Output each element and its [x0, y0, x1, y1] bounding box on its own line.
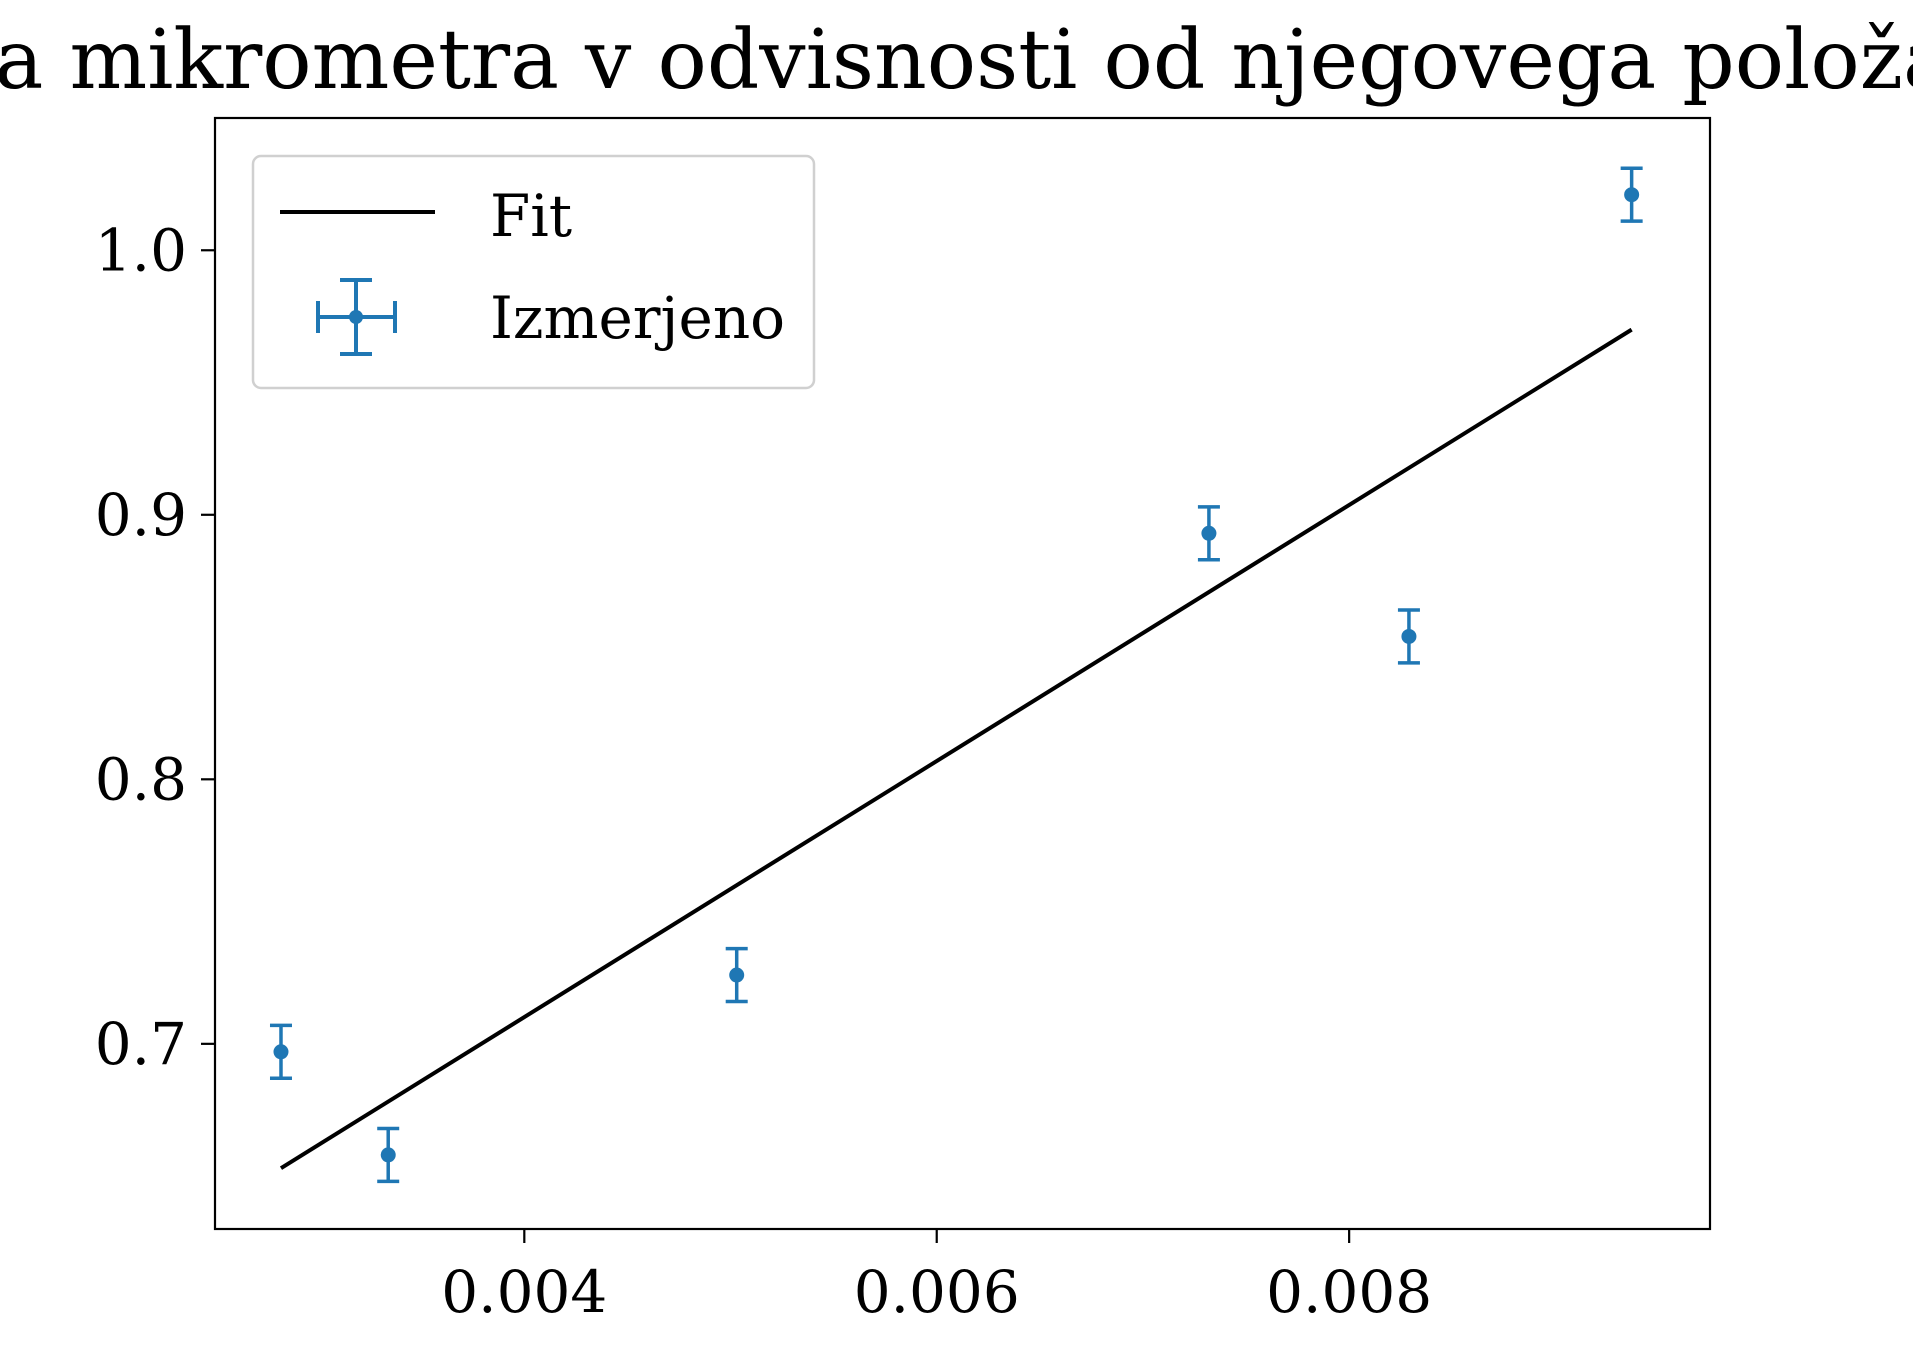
data-marker — [1201, 525, 1217, 541]
y-tick-label: 1.0 — [95, 216, 187, 284]
y-axis: 0.7 0.8 0.9 1.0 — [95, 216, 215, 1078]
legend: Fit Izmerjeno — [251, 154, 816, 390]
x-tick-label: 0.006 — [854, 1258, 1020, 1326]
x-axis: 0.004 0.006 0.008 — [441, 1229, 1432, 1326]
data-marker — [380, 1147, 396, 1163]
data-point — [269, 1023, 292, 1080]
legend-measured-swatch — [316, 278, 397, 356]
legend-measured-label: Izmerjeno — [490, 284, 785, 352]
data-marker — [273, 1044, 289, 1060]
data-marker — [729, 967, 745, 983]
y-tick-label: 0.7 — [95, 1010, 187, 1078]
data-point — [1397, 608, 1420, 665]
x-tick-label: 0.004 — [441, 1258, 607, 1326]
plot-frame — [213, 116, 1712, 1231]
x-tick-label: 0.008 — [1266, 1258, 1432, 1326]
plot-area: 0.004 0.006 0.008 0.7 0.8 0.9 1.0 — [95, 116, 1712, 1326]
chart-title: Sila mikrometra v odvisnosti od njegoveg… — [0, 13, 1913, 108]
data-points-layer — [269, 166, 1643, 1184]
data-marker — [1401, 628, 1417, 644]
fit-line — [279, 327, 1633, 1170]
data-marker — [1624, 187, 1640, 203]
y-tick-label: 0.8 — [95, 745, 187, 813]
data-point — [377, 1126, 400, 1184]
data-point — [725, 946, 748, 1004]
fit-layer — [279, 327, 1633, 1170]
data-point — [1197, 505, 1220, 562]
y-tick-label: 0.9 — [95, 481, 187, 549]
data-point — [1620, 166, 1643, 223]
legend-fit-label: Fit — [490, 182, 572, 250]
